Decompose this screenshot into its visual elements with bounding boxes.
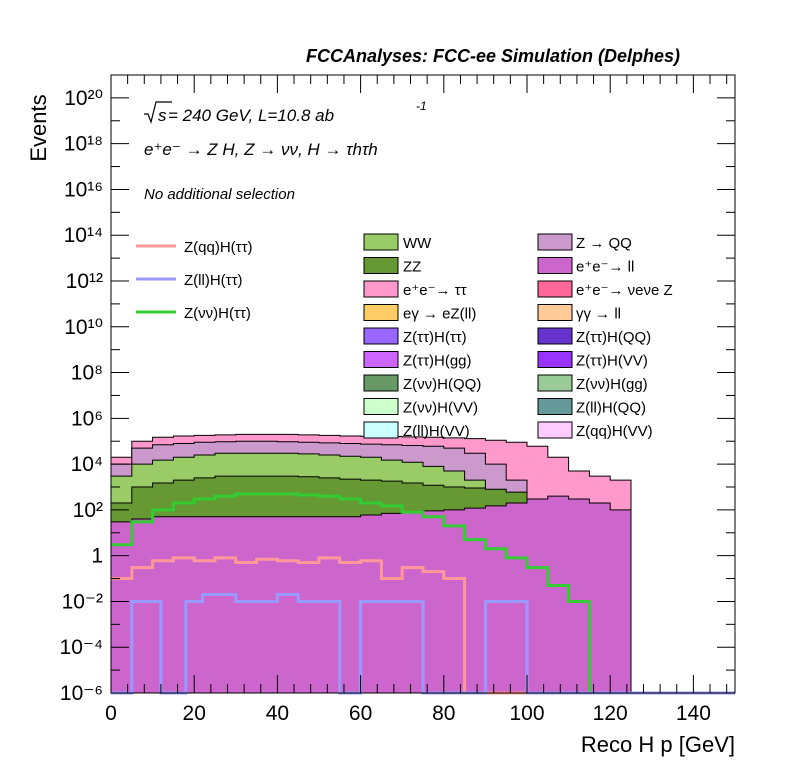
legend-swatch xyxy=(363,304,399,321)
legend-swatch xyxy=(537,233,573,251)
legend-entry-col1: Z(νν)H(VV) xyxy=(403,400,478,417)
lumi-exponent: -1 xyxy=(416,99,427,113)
y-tick-label: 10⁶ xyxy=(71,407,103,430)
legend-entry-left: Z(ll)H(ττ) xyxy=(184,272,243,289)
legend-swatch xyxy=(537,327,573,345)
signal-qq-line xyxy=(111,556,735,695)
y-tick-label: 10⁻⁴ xyxy=(60,636,103,659)
legend-swatch xyxy=(363,374,399,392)
legend-entry-col1: WW xyxy=(403,235,432,252)
legend-entry-col2: Z(qq)H(VV) xyxy=(576,423,653,440)
y-tick-label: 10⁴ xyxy=(71,453,103,476)
x-tick-label: 60 xyxy=(349,702,372,725)
legend-swatch xyxy=(537,280,573,298)
legend-entry-col2: Z → QQ xyxy=(576,235,632,252)
legend-entry-col1: e⁺e⁻→ ττ xyxy=(403,282,467,299)
legend-entry-col1: Z(ll)H(VV) xyxy=(403,423,470,440)
legend-entry-col2: Z(νν)H(gg) xyxy=(576,376,648,393)
x-tick-label: 100 xyxy=(509,702,544,725)
y-tick-label: 10⁻² xyxy=(62,590,103,613)
legend-entry-col1: Z(ττ)H(ττ) xyxy=(403,329,467,346)
stack-ee-ll xyxy=(110,495,632,694)
y-tick-label: 10² xyxy=(73,499,103,522)
axis-ticks: 0 20 40 60 80 100 120 140 10⁻⁶ 10⁻⁴ 10⁻² 1 10² 10⁴ 10⁶… xyxy=(60,75,735,725)
legend-swatch xyxy=(363,421,399,439)
energy-prefix: s xyxy=(158,106,167,125)
sqrt-icon xyxy=(144,101,172,125)
x-tick-label: 120 xyxy=(593,702,628,725)
y-tick-label: 10¹² xyxy=(66,270,103,293)
legend-swatch xyxy=(537,304,573,321)
legend-swatch xyxy=(363,280,399,298)
x-tick-label: 20 xyxy=(183,702,206,725)
legend-swatch xyxy=(537,351,573,368)
energy-text: = 240 GeV, L=10.8 ab xyxy=(168,106,334,125)
legend-swatch xyxy=(363,327,399,345)
y-tick-label: 10¹⁰ xyxy=(64,316,103,339)
legend-swatch xyxy=(537,374,573,392)
legend: Z(qq)H(ττ) Z(ll)H(ττ) Z(νν)H(ττ) WW ZZ e⁺e⁻→ … xyxy=(136,233,673,440)
x-tick-label: 0 xyxy=(105,702,117,725)
signal-nunu-line xyxy=(111,492,735,695)
legend-swatch xyxy=(363,233,399,251)
legend-entry-col1: Z(ττ)H(gg) xyxy=(403,353,472,370)
legend-entry-col1: Z(νν)H(QQ) xyxy=(403,376,481,393)
legend-entry-col2: e⁺e⁻→ νeνe Z xyxy=(576,282,673,299)
y-tick-label: 1 xyxy=(91,545,103,568)
y-tick-label: 10¹⁶ xyxy=(64,178,103,201)
legend-entry-col2: γγ → ll xyxy=(576,306,621,323)
process-annotation: e⁺e⁻ → Z H, Z → νν, H → τhτh xyxy=(144,140,378,159)
energy-annotation: s = 240 GeV, L=10.8 ab -1 xyxy=(144,99,427,125)
legend-entry-col1: ZZ xyxy=(403,259,421,276)
legend-entry-col1: eγ → eZ(ll) xyxy=(403,306,476,323)
y-tick-label: 10¹⁸ xyxy=(64,133,103,156)
y-tick-label: 10⁸ xyxy=(71,362,103,385)
plot-frame xyxy=(110,74,736,694)
x-axis-label: Reco H p [GeV] xyxy=(581,732,735,757)
y-tick-label: 10²⁰ xyxy=(64,87,103,110)
legend-entry-col2: Z(ττ)H(VV) xyxy=(576,353,648,370)
y-tick-label: 10⁻⁶ xyxy=(60,682,103,705)
legend-swatch xyxy=(363,351,399,368)
x-tick-label: 40 xyxy=(266,702,289,725)
selection-annotation: No additional selection xyxy=(144,186,295,203)
legend-entry-col2: Z(ττ)H(QQ) xyxy=(576,329,651,346)
legend-entry-left: Z(qq)H(ττ) xyxy=(184,239,253,256)
x-tick-label: 140 xyxy=(676,702,711,725)
legend-swatch xyxy=(537,421,573,439)
y-axis-label: Events xyxy=(26,94,51,161)
legend-swatch xyxy=(363,257,399,274)
x-tick-label: 80 xyxy=(432,702,455,725)
legend-swatch xyxy=(537,257,573,274)
legend-swatch xyxy=(363,398,399,415)
y-tick-label: 10¹⁴ xyxy=(64,224,103,247)
chart-title: FCCAnalyses: FCC-ee Simulation (Delphes) xyxy=(306,46,680,66)
legend-entry-col2: e⁺e⁻→ ll xyxy=(576,259,634,276)
legend-entry-col2: Z(ll)H(QQ) xyxy=(576,400,646,417)
histogram-stack xyxy=(110,433,632,694)
legend-entry-left: Z(νν)H(ττ) xyxy=(184,305,251,322)
legend-swatch xyxy=(537,398,573,415)
